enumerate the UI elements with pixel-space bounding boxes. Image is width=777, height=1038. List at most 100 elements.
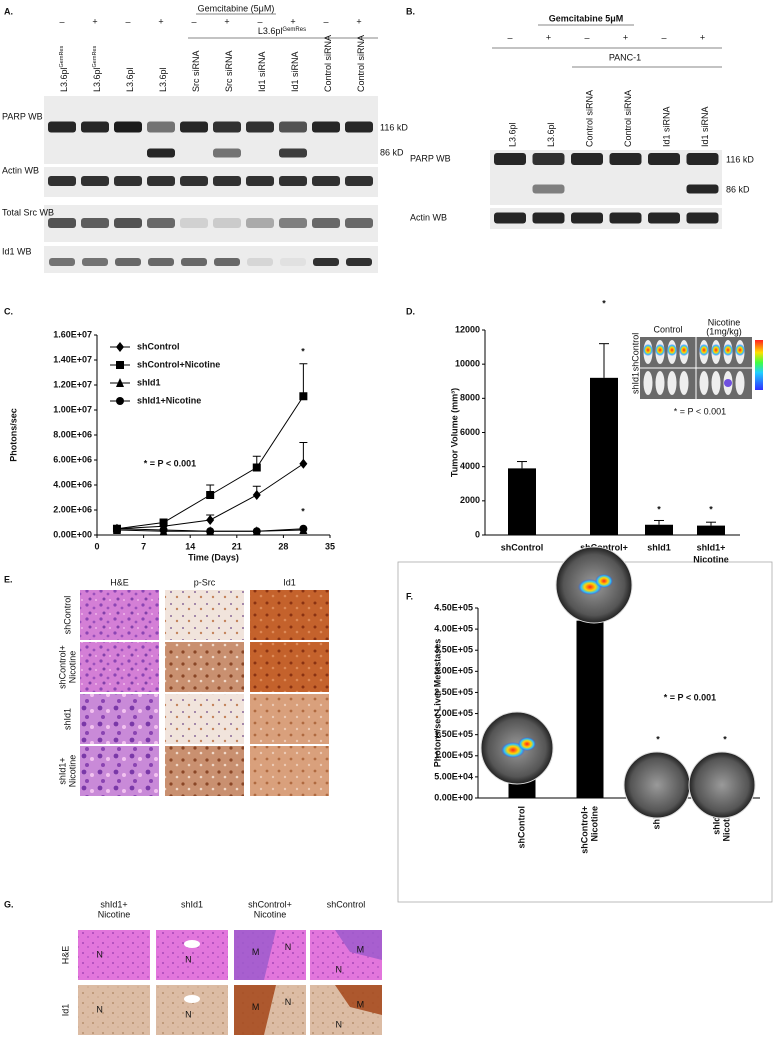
lane-label: Id1 siRNA — [257, 51, 267, 92]
marker — [116, 397, 124, 405]
blot-band — [686, 212, 719, 224]
lane-sup: GemRes — [92, 46, 98, 68]
annotation: * = P < 0.001 — [664, 692, 716, 702]
y-tick-label: 2.50E+05 — [434, 687, 473, 697]
blot-strip — [490, 150, 722, 205]
blot-band — [213, 121, 241, 133]
histology-image — [165, 694, 244, 744]
y-tick-label: 0 — [475, 529, 480, 539]
histology-image — [80, 642, 159, 692]
inset-column-label: Nicotine — [708, 317, 741, 327]
marker — [116, 361, 124, 369]
blot-band — [686, 184, 719, 194]
x-tick-label: Nicotine — [693, 554, 729, 564]
marker — [116, 378, 124, 387]
blot-band — [532, 184, 565, 194]
blot-band — [147, 218, 175, 228]
blot-band — [180, 218, 208, 228]
group-label: L3.6plGemRes — [258, 26, 306, 36]
blot-band — [247, 258, 273, 266]
dose-sign: – — [125, 16, 130, 26]
x-tick-label: shControl+ — [579, 806, 589, 854]
treatment-label: Gemcitabine 5μM — [549, 13, 624, 23]
region-mark: N — [185, 1009, 192, 1019]
signal — [699, 344, 709, 356]
histology-image — [165, 642, 244, 692]
y-tick-label: 1.60E+07 — [53, 329, 92, 339]
mouse — [699, 371, 709, 395]
blot-band — [147, 121, 175, 133]
blot-band — [609, 153, 642, 165]
size-label: 86 kD — [380, 147, 404, 157]
blot-band — [686, 153, 719, 165]
lane-label: Control siRNA — [584, 90, 594, 147]
signal — [724, 379, 732, 387]
error-bar — [517, 461, 527, 469]
marker — [159, 526, 168, 534]
region-mark: M — [357, 999, 365, 1009]
color-scale — [755, 340, 763, 390]
signal — [735, 344, 745, 356]
y-tick-label: 10000 — [455, 359, 480, 369]
column-label: shId1+ — [100, 899, 127, 909]
blot-band — [532, 212, 565, 224]
region-mark: N — [285, 942, 292, 952]
blot-band — [82, 258, 108, 266]
inset-column-label: Control — [653, 324, 682, 334]
row-label: H&E — [60, 946, 70, 965]
column-label: H&E — [110, 577, 129, 587]
blot-band — [147, 176, 175, 186]
blot-band — [279, 176, 307, 186]
blot-band — [114, 218, 142, 228]
inset-row-label: shControl — [630, 333, 640, 372]
y-tick-label: 8000 — [460, 393, 480, 403]
y-tick-label: 8.00E+06 — [53, 429, 92, 439]
row-label: shControl — [62, 596, 72, 635]
column-label: shId1 — [181, 899, 203, 909]
row-label: PARP WB — [2, 111, 43, 121]
region-mark: M — [357, 944, 365, 954]
lane-name: Src siRNA — [191, 50, 201, 92]
row-label: Actin WB — [2, 165, 39, 175]
blot-band — [246, 121, 274, 133]
x-tick-label: shControl+ — [580, 542, 628, 552]
histology-image — [78, 930, 150, 980]
lane-label: Control siRNA — [323, 35, 333, 92]
blot-band — [345, 218, 373, 228]
y-tick-label: 6.00E+06 — [53, 454, 92, 464]
marker — [299, 392, 308, 401]
column-label: Nicotine — [254, 909, 287, 919]
tumor-region — [335, 930, 382, 960]
y-tick-label: 12000 — [455, 324, 480, 334]
blot-band — [571, 212, 603, 224]
size-label: 116 kD — [726, 154, 754, 164]
blot-band — [312, 176, 340, 186]
blot-band — [279, 148, 307, 158]
blot-band — [114, 121, 142, 133]
dose-sign: + — [158, 16, 163, 26]
x-tick-label: 28 — [278, 541, 288, 551]
error-bar — [599, 343, 609, 378]
column-label: shControl — [327, 899, 366, 909]
dose-sign: – — [507, 32, 512, 42]
y-tick-label: 5.00E+04 — [434, 771, 473, 781]
x-axis-label: Time (Days) — [188, 552, 239, 562]
lane-name: L3.6pl — [158, 67, 168, 92]
blot-band — [180, 176, 208, 186]
histology-image — [80, 694, 159, 744]
size-label: 116 kD — [380, 122, 408, 132]
row-label: shId1 — [62, 708, 72, 730]
mouse — [735, 371, 745, 395]
blot-band — [214, 258, 240, 266]
marker — [116, 342, 124, 352]
signal — [711, 344, 721, 356]
region-mark: N — [96, 949, 103, 959]
legend-label: shControl — [137, 341, 180, 351]
y-tick-label: 1.20E+07 — [53, 379, 92, 389]
x-tick-label: 21 — [232, 541, 242, 551]
region-mark: M — [252, 947, 260, 957]
y-axis-label: Photons/sec — [8, 408, 18, 462]
marker — [252, 527, 261, 536]
group-sup: GemRes — [282, 27, 306, 33]
annotation: * — [656, 734, 660, 744]
